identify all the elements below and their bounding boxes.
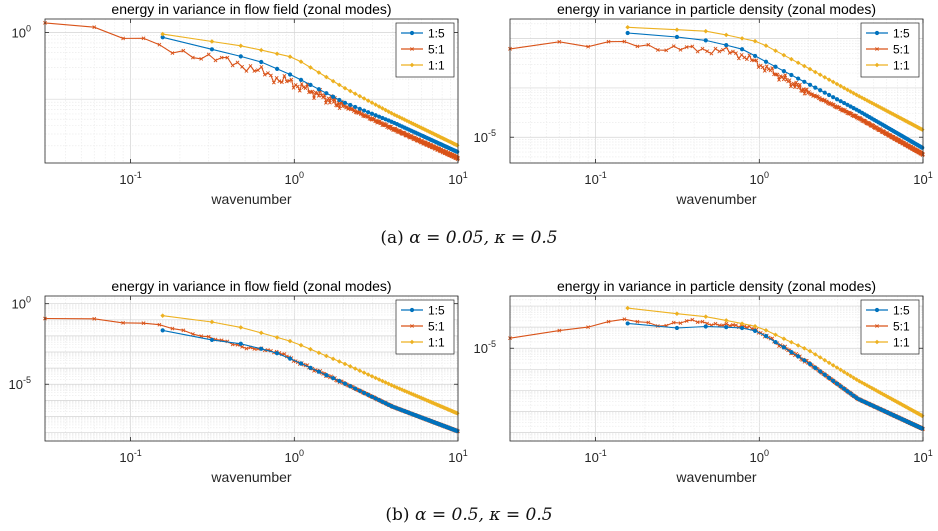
y-tick-label: 10-5 [474, 128, 496, 145]
legend-label: 5:1 [428, 320, 445, 334]
series-1-5 [160, 328, 460, 434]
legend-item-1-1: 1:1 [866, 336, 910, 350]
series-5-1 [508, 39, 925, 157]
axes-box [44, 18, 459, 164]
series-1-1 [160, 313, 460, 416]
series-1-1 [625, 305, 925, 419]
plot-area [45, 19, 458, 163]
x-tick-label: 100 [285, 448, 304, 465]
series-1-1 [160, 31, 460, 148]
plot-area [45, 296, 458, 441]
caption-a-math: α = 0.05, κ = 0.5 [409, 228, 558, 248]
legend-label: 1:1 [428, 59, 445, 73]
legend-label: 1:1 [893, 59, 910, 73]
legend: 1:5 5:1 1:1 [395, 299, 455, 355]
caption-a: (a) α = 0.05, κ = 0.5 [0, 228, 938, 248]
legend-label: 1:1 [428, 336, 445, 350]
chart-3: 10-1 100 101 100 10-5 energy in variance in f… [9, 278, 468, 485]
caption-b-label: (b) [385, 505, 410, 525]
series-1-5 [625, 30, 925, 150]
y-tick-label: 100 [12, 24, 31, 41]
series-1-5 [625, 321, 925, 431]
caption-b: (b) α = 0.5, κ = 0.5 [0, 505, 938, 525]
legend-label: 1:5 [428, 304, 445, 318]
legend-item-1-5: 1:5 [866, 304, 910, 318]
x-tick-label: 101 [448, 448, 467, 465]
axes-box [44, 295, 459, 442]
x-tick-label: 101 [913, 448, 932, 465]
legend-item-1-5: 1:5 [866, 27, 910, 41]
chart-2: 10-1 100 101 10-5 energy in variance in part… [474, 1, 933, 207]
x-tick-label: 10-1 [119, 170, 141, 187]
legend-label: 5:1 [428, 43, 445, 57]
x-tick-label: 101 [913, 170, 932, 187]
series-1-1 [625, 24, 925, 132]
legend-item-5-1: 5:1 [866, 320, 910, 334]
x-axis-label: wavenumber [210, 191, 291, 207]
legend-label: 1:1 [893, 336, 910, 350]
chart-title: energy in variance in flow field (zonal … [111, 1, 391, 17]
legend-label: 5:1 [893, 43, 910, 57]
x-axis-label: wavenumber [675, 191, 756, 207]
chart-1: 10-1 100 101 100 energy in variance in flow … [12, 1, 468, 207]
y-tick-label: 100 [12, 295, 31, 312]
legend-item-5-1: 5:1 [401, 320, 445, 334]
axes-box [509, 18, 924, 164]
legend: 1:5 5:1 1:1 [860, 22, 920, 78]
legend-label: 1:5 [428, 27, 445, 41]
plot-area [510, 296, 923, 441]
caption-a-label: (a) [380, 228, 404, 248]
x-axis-label: wavenumber [675, 469, 756, 485]
legend-label: 1:5 [893, 304, 910, 318]
chart-title: energy in variance in flow field (zonal … [111, 278, 391, 294]
x-tick-label: 10-1 [584, 170, 606, 187]
y-tick-label: 10-5 [9, 375, 31, 392]
chart-title: energy in variance in particle density (… [557, 1, 876, 17]
legend-item-1-1: 1:1 [401, 59, 445, 73]
legend-item-5-1: 5:1 [401, 43, 445, 57]
x-tick-label: 100 [750, 170, 769, 187]
y-grid [510, 295, 923, 442]
legend-item-1-1: 1:1 [401, 336, 445, 350]
caption-b-math: α = 0.5, κ = 0.5 [414, 505, 553, 525]
legend-item-5-1: 5:1 [866, 43, 910, 57]
y-grid [510, 23, 923, 164]
x-tick-label: 10-1 [584, 448, 606, 465]
legend: 1:5 5:1 1:1 [395, 22, 455, 78]
x-tick-label: 101 [448, 170, 467, 187]
series-1-5 [160, 35, 460, 154]
legend: 1:5 5:1 1:1 [860, 299, 920, 355]
legend-item-1-1: 1:1 [866, 59, 910, 73]
x-tick-label: 10-1 [119, 448, 141, 465]
x-tick-label: 100 [750, 448, 769, 465]
y-tick-label: 10-5 [474, 339, 496, 356]
legend-label: 1:5 [893, 27, 910, 41]
x-tick-label: 100 [285, 170, 304, 187]
legend-item-1-5: 1:5 [401, 27, 445, 41]
chart-4: 10-1 100 101 10-5 energy in variance in part… [474, 278, 933, 485]
axes-box [509, 295, 924, 442]
x-axis-label: wavenumber [210, 469, 291, 485]
chart-title: energy in variance in particle density (… [557, 278, 876, 294]
legend-label: 5:1 [893, 320, 910, 334]
y-grid [45, 32, 458, 147]
legend-item-1-5: 1:5 [401, 304, 445, 318]
